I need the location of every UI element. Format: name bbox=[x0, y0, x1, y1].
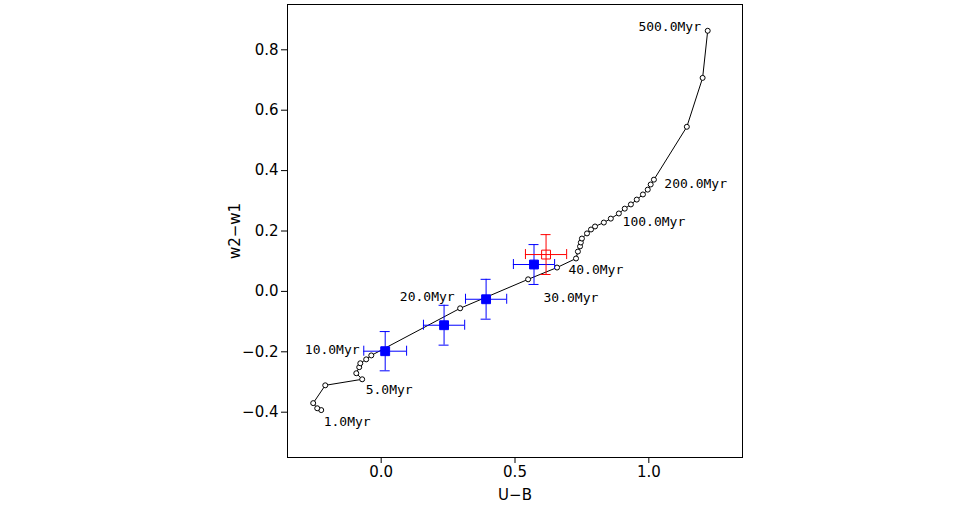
svg-text:30.0Myr: 30.0Myr bbox=[544, 290, 599, 305]
svg-text:−0.2: −0.2 bbox=[242, 343, 278, 361]
svg-text:1.0: 1.0 bbox=[637, 463, 661, 481]
svg-text:0.2: 0.2 bbox=[255, 222, 279, 240]
svg-text:200.0Myr: 200.0Myr bbox=[664, 176, 727, 191]
svg-text:0.5: 0.5 bbox=[503, 463, 527, 481]
svg-text:20.0Myr: 20.0Myr bbox=[400, 289, 455, 304]
svg-text:1.0Myr: 1.0Myr bbox=[324, 414, 371, 429]
svg-text:0.0: 0.0 bbox=[255, 282, 279, 300]
svg-text:0.8: 0.8 bbox=[255, 41, 279, 59]
svg-text:−0.4: −0.4 bbox=[242, 403, 278, 421]
svg-text:0.0: 0.0 bbox=[369, 463, 393, 481]
svg-text:100.0Myr: 100.0Myr bbox=[623, 214, 686, 229]
svg-text:w2−w1: w2−w1 bbox=[226, 203, 244, 259]
svg-text:10.0Myr: 10.0Myr bbox=[305, 342, 360, 357]
svg-text:U−B: U−B bbox=[498, 486, 532, 504]
svg-text:5.0Myr: 5.0Myr bbox=[366, 382, 413, 397]
svg-text:40.0Myr: 40.0Myr bbox=[568, 262, 623, 277]
svg-text:0.4: 0.4 bbox=[255, 161, 279, 179]
svg-text:0.6: 0.6 bbox=[255, 101, 279, 119]
svg-text:500.0Myr: 500.0Myr bbox=[638, 19, 701, 34]
